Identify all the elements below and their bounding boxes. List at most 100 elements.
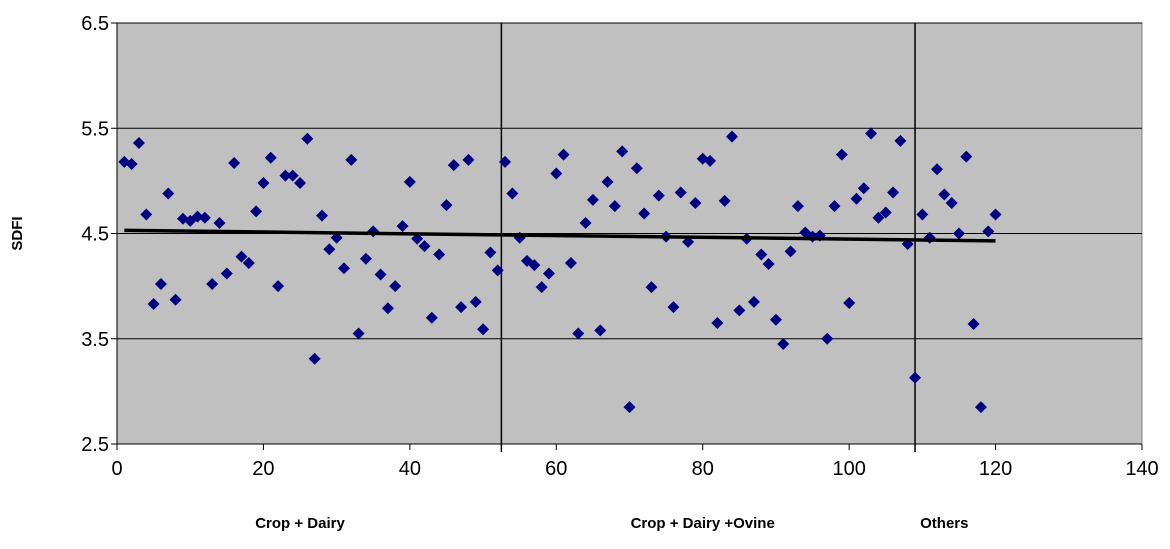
data-point-51 <box>491 264 504 277</box>
data-point-26 <box>308 352 321 365</box>
data-point-70 <box>630 162 643 175</box>
y-tick-label-1: 3.5 <box>81 329 109 351</box>
data-point-37 <box>389 280 402 293</box>
data-point-45 <box>447 159 460 172</box>
data-point-119 <box>989 208 1002 221</box>
data-point-50 <box>484 246 497 259</box>
data-point-28 <box>323 243 336 256</box>
y-axis-title: SDFI <box>9 216 26 250</box>
data-point-86 <box>747 295 760 308</box>
data-point-60 <box>557 148 570 161</box>
trendline <box>124 228 996 243</box>
data-point-84 <box>733 304 746 317</box>
data-point-98 <box>835 148 848 161</box>
data-point-1 <box>125 158 138 171</box>
data-points <box>118 127 1002 414</box>
y-tick-label-2: 4.5 <box>81 224 109 246</box>
data-point-99 <box>843 296 856 309</box>
x-axis-ticks: 0 20 40 60 80 100 120 140 <box>111 443 1159 480</box>
data-point-52 <box>499 155 512 168</box>
data-point-109 <box>916 208 929 221</box>
data-point-22 <box>279 169 292 182</box>
data-point-38 <box>396 220 409 233</box>
data-point-81 <box>711 316 724 329</box>
data-point-14 <box>220 267 233 280</box>
data-point-104 <box>879 206 892 219</box>
data-point-13 <box>213 216 226 229</box>
data-point-18 <box>250 205 263 218</box>
data-point-57 <box>535 281 548 294</box>
data-point-105 <box>887 186 900 199</box>
data-point-116 <box>967 318 980 331</box>
data-point-30 <box>337 262 350 275</box>
data-point-68 <box>616 145 629 158</box>
x-tick-label-2: 40 <box>399 458 421 480</box>
data-point-80 <box>704 154 717 167</box>
data-point-19 <box>257 176 270 189</box>
y-tick-label-3: 5.5 <box>81 118 109 140</box>
data-point-29 <box>330 231 343 244</box>
data-point-67 <box>608 200 621 213</box>
group-label-0: Crop + Dairy <box>255 515 345 532</box>
data-point-59 <box>550 167 563 180</box>
data-point-2 <box>132 136 145 149</box>
data-point-106 <box>894 134 907 147</box>
data-point-3 <box>140 208 153 221</box>
data-point-71 <box>638 207 651 220</box>
data-point-47 <box>462 153 475 166</box>
data-point-64 <box>586 193 599 206</box>
data-point-40 <box>411 232 424 245</box>
data-point-118 <box>982 225 995 238</box>
data-point-78 <box>689 196 702 209</box>
data-point-39 <box>403 175 416 188</box>
data-point-82 <box>718 194 731 207</box>
data-point-88 <box>762 258 775 271</box>
data-point-21 <box>272 280 285 293</box>
data-point-90 <box>777 338 790 351</box>
data-point-69 <box>623 401 636 414</box>
data-point-11 <box>198 211 211 224</box>
data-point-115 <box>960 150 973 163</box>
x-tick-label-3: 60 <box>545 458 567 480</box>
group-labels: Crop + Dairy Crop + Dairy +Ovine Others <box>255 515 968 532</box>
data-point-114 <box>952 227 965 240</box>
data-point-65 <box>594 324 607 337</box>
data-point-61 <box>564 256 577 269</box>
data-point-32 <box>352 327 365 340</box>
x-tick-label-6: 120 <box>979 458 1012 480</box>
data-point-92 <box>791 200 804 213</box>
y-tick-label-0: 2.5 <box>81 434 109 456</box>
data-point-12 <box>206 278 219 291</box>
data-point-10 <box>191 210 204 223</box>
data-point-83 <box>726 130 738 143</box>
data-point-108 <box>909 371 922 384</box>
data-point-112 <box>938 188 951 201</box>
data-point-111 <box>931 163 943 176</box>
data-point-23 <box>286 169 299 182</box>
data-point-15 <box>228 156 241 169</box>
data-point-17 <box>242 256 255 269</box>
data-point-89 <box>769 313 782 326</box>
data-point-76 <box>674 186 687 199</box>
data-point-35 <box>374 268 387 281</box>
y-tick-label-4: 6.5 <box>81 13 109 35</box>
y-axis-ticks: 2.5 3.5 4.5 5.5 6.5 <box>81 13 118 456</box>
data-point-102 <box>865 127 878 140</box>
data-point-5 <box>154 278 167 291</box>
data-point-66 <box>601 175 614 188</box>
data-point-41 <box>418 240 431 253</box>
data-point-4 <box>147 298 160 311</box>
data-point-97 <box>828 200 841 213</box>
data-point-43 <box>433 248 446 261</box>
data-point-24 <box>294 176 307 189</box>
data-point-7 <box>169 293 182 306</box>
data-point-91 <box>784 245 797 258</box>
data-point-49 <box>477 323 490 336</box>
data-point-113 <box>945 196 958 209</box>
data-point-6 <box>162 187 175 200</box>
data-point-63 <box>579 216 592 229</box>
x-tick-label-1: 20 <box>252 458 274 480</box>
x-tick-label-7: 140 <box>1125 458 1158 480</box>
trendline-group <box>124 228 996 243</box>
